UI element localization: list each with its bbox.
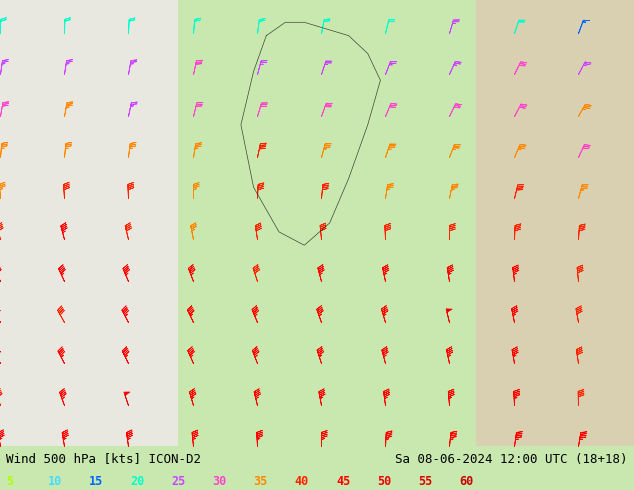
Text: 50: 50 — [377, 475, 391, 488]
Polygon shape — [178, 0, 476, 446]
Text: 20: 20 — [130, 475, 144, 488]
Text: 30: 30 — [212, 475, 226, 488]
Polygon shape — [0, 0, 178, 446]
Text: 5: 5 — [6, 475, 13, 488]
Text: Wind 500 hPa [kts] ICON-D2: Wind 500 hPa [kts] ICON-D2 — [6, 453, 202, 466]
Text: Sa 08-06-2024 12:00 UTC (18+18): Sa 08-06-2024 12:00 UTC (18+18) — [395, 453, 628, 466]
Text: 45: 45 — [336, 475, 350, 488]
Text: 60: 60 — [460, 475, 474, 488]
Text: 25: 25 — [171, 475, 185, 488]
Text: 15: 15 — [89, 475, 103, 488]
Text: 10: 10 — [48, 475, 61, 488]
Text: 35: 35 — [254, 475, 268, 488]
Text: 55: 55 — [418, 475, 432, 488]
Polygon shape — [476, 0, 634, 446]
Text: 40: 40 — [295, 475, 309, 488]
